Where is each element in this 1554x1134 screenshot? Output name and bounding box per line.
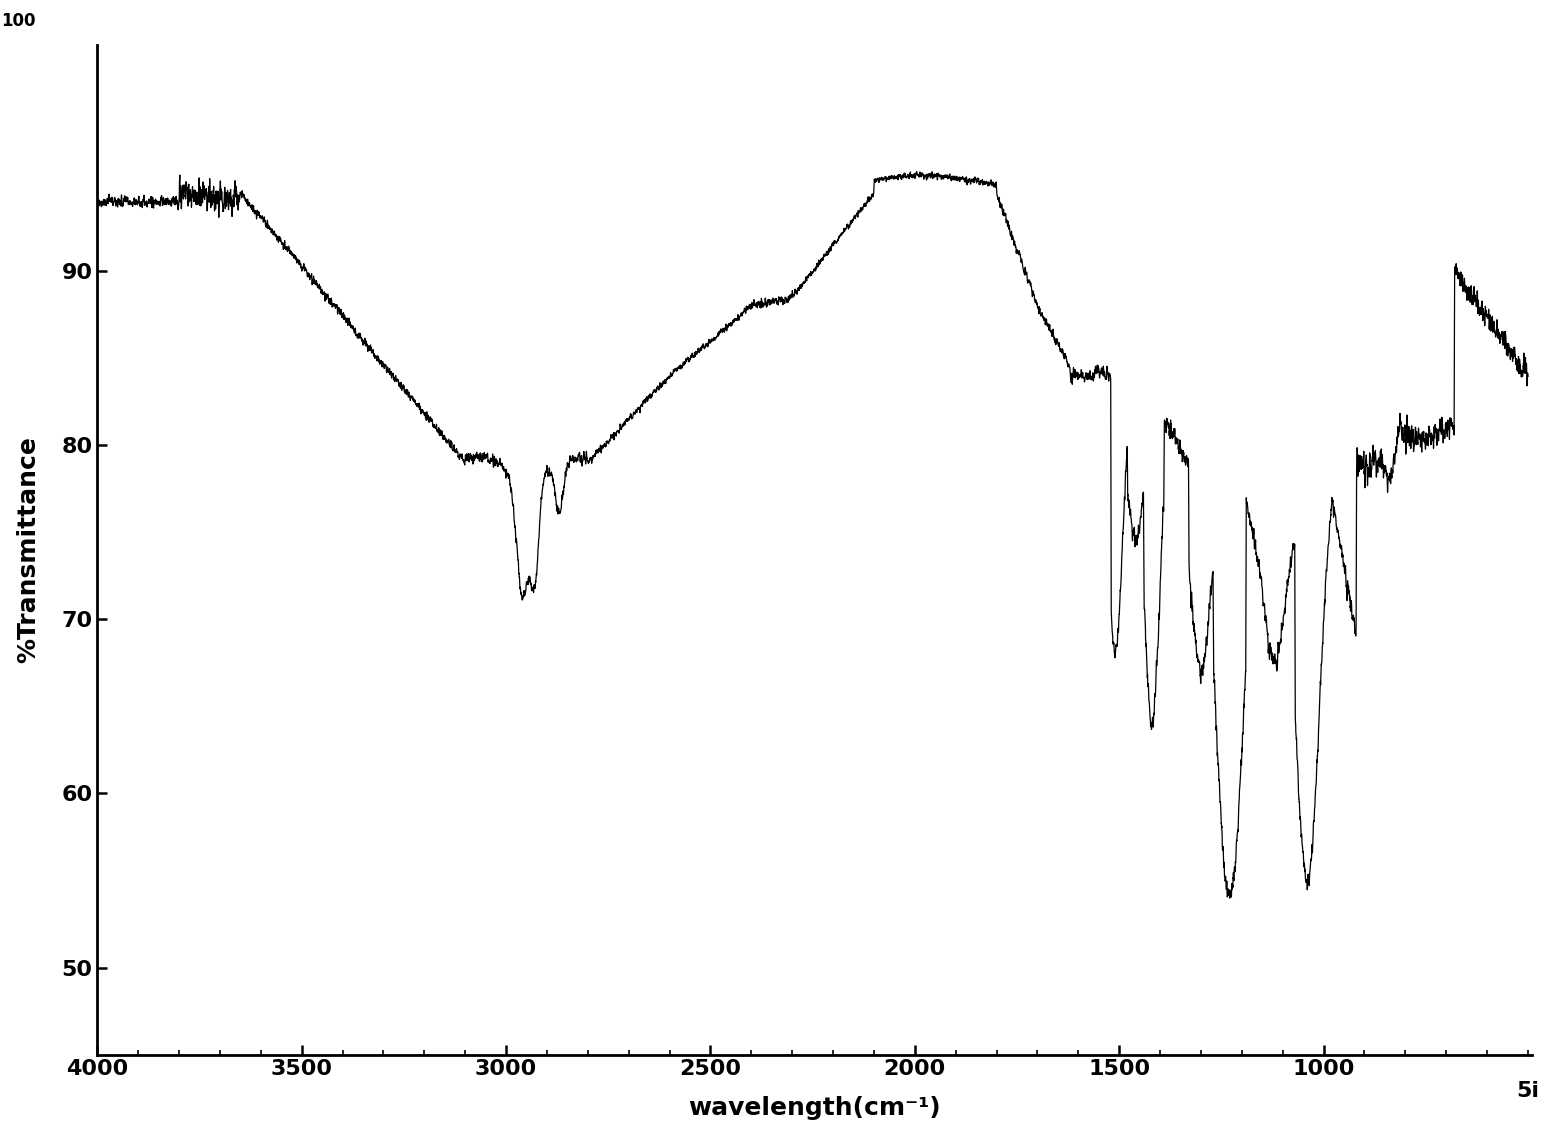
Y-axis label: %Transmittance: %Transmittance bbox=[17, 437, 40, 663]
Text: 5i: 5i bbox=[1517, 1081, 1540, 1101]
Text: 100: 100 bbox=[2, 11, 36, 29]
X-axis label: wavelength(cm⁻¹): wavelength(cm⁻¹) bbox=[688, 1097, 942, 1120]
